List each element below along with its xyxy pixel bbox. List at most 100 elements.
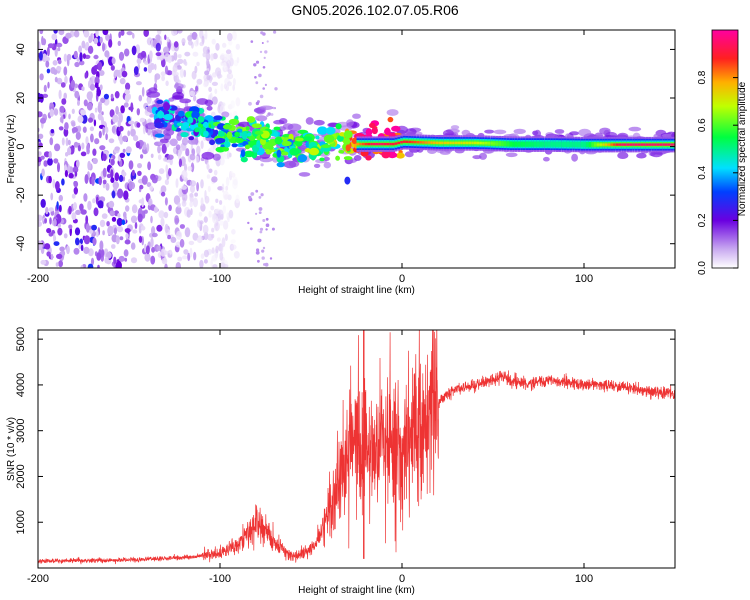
noise-speckle: [199, 41, 204, 47]
heatmap-xtick-label: 0: [399, 273, 405, 285]
noise-speckle: [83, 235, 91, 245]
noise-speckle: [97, 42, 101, 47]
heatmap-ylabel: Frequency (Hz): [6, 115, 17, 184]
ridge-halo: [279, 118, 288, 125]
noise-speckle: [119, 236, 124, 241]
ridge-blob: [251, 123, 262, 129]
noise-speckle: [110, 93, 114, 99]
noise-speckle: [254, 76, 257, 79]
ridge-blob: [335, 123, 342, 130]
ridge-blob: [209, 139, 216, 146]
ridge-blob: [295, 137, 304, 142]
noise-speckle: [117, 119, 121, 128]
noise-speckle: [116, 217, 123, 227]
noise-speckle: [206, 162, 210, 171]
ridge-blob: [297, 129, 309, 134]
noise-speckle: [92, 237, 97, 246]
noise-speckle: [98, 70, 105, 76]
noise-speckle: [92, 148, 97, 156]
noise-speckle: [46, 46, 50, 57]
noise-speckle: [56, 77, 63, 85]
noise-speckle: [93, 207, 99, 217]
ridge-band-cell: [659, 143, 663, 146]
noise-speckle: [112, 181, 120, 190]
noise-speckle: [173, 195, 181, 205]
noise-speckle: [61, 98, 67, 105]
ridge-band-cell: [495, 142, 499, 145]
noise-speckle: [119, 152, 126, 158]
noise-speckle: [68, 205, 72, 215]
heatmap-xtick-label: 100: [575, 273, 593, 285]
noise-speckle: [172, 64, 178, 73]
noise-speckle: [203, 249, 209, 258]
ridge-blob: [345, 144, 351, 152]
noise-speckle: [49, 217, 52, 225]
noise-speckle: [102, 167, 107, 178]
noise-speckle: [38, 51, 43, 61]
ridge-band-cell: [493, 142, 496, 145]
noise-speckle: [125, 205, 130, 212]
heatmap-ytick-label: 0: [15, 144, 27, 150]
noise-speckle: [94, 138, 100, 145]
noise-speckle: [255, 60, 260, 64]
noise-speckle: [45, 206, 49, 215]
noise-speckle: [95, 230, 99, 238]
ridge-blob: [371, 127, 378, 135]
ridge-blob: [234, 137, 244, 144]
spectrogram-area: [38, 30, 675, 268]
noise-speckle: [269, 257, 273, 260]
noise-speckle: [191, 31, 198, 40]
noise-speckle: [261, 42, 264, 44]
noise-speckle: [93, 65, 99, 70]
ridge-band-cell: [397, 141, 400, 145]
noise-speckle: [133, 66, 139, 76]
ridge-band-cell: [536, 142, 540, 146]
ridge-blob: [273, 131, 279, 138]
noise-speckle: [211, 254, 218, 262]
ridge-blob: [245, 126, 250, 131]
noise-speckle: [175, 206, 182, 215]
noise-speckle: [91, 224, 97, 231]
noise-speckle: [130, 215, 138, 224]
noise-speckle: [176, 30, 183, 34]
ridge-blob: [218, 131, 225, 137]
noise-speckle: [97, 264, 100, 268]
noise-speckle: [96, 252, 102, 261]
noise-speckle: [165, 164, 168, 173]
noise-speckle: [68, 113, 71, 120]
ridge-blob: [154, 133, 165, 138]
noise-speckle: [231, 229, 236, 235]
ridge-band-cell: [566, 143, 570, 146]
ridge-band-cell: [482, 142, 485, 145]
ridge-band-cell: [438, 141, 441, 145]
ridge-band-cell: [449, 141, 452, 145]
noise-speckle: [262, 66, 266, 69]
noise-speckle: [274, 87, 278, 91]
ridge-blob: [231, 143, 238, 148]
noise-speckle: [163, 46, 170, 54]
ridge-band-cell: [531, 142, 534, 146]
noise-speckle: [192, 232, 199, 241]
snr-xlabel: Height of straight line (km): [298, 585, 415, 596]
colorbar-tick-label: 0.6: [697, 118, 708, 132]
noise-speckle: [102, 126, 105, 136]
ridge-blob: [381, 150, 391, 159]
noise-speckle: [64, 122, 69, 131]
noise-speckle: [189, 180, 197, 187]
snr-ytick-label: 1000: [15, 510, 27, 534]
ridge-band-cell: [484, 142, 488, 145]
noise-speckle: [185, 148, 190, 157]
noise-speckle: [137, 163, 142, 169]
noise-speckle: [208, 86, 213, 92]
noise-speckle: [64, 75, 68, 84]
noise-speckle: [181, 38, 186, 45]
noise-speckle: [186, 209, 191, 218]
heatmap-ytick-label: -40: [15, 236, 27, 252]
ridge-band-cell: [665, 143, 668, 146]
heatmap-ytick-label: 40: [15, 43, 27, 55]
noise-speckle: [196, 237, 200, 242]
snr-frame: [37, 329, 676, 569]
noise-speckle: [115, 235, 120, 245]
noise-speckle: [130, 242, 136, 250]
